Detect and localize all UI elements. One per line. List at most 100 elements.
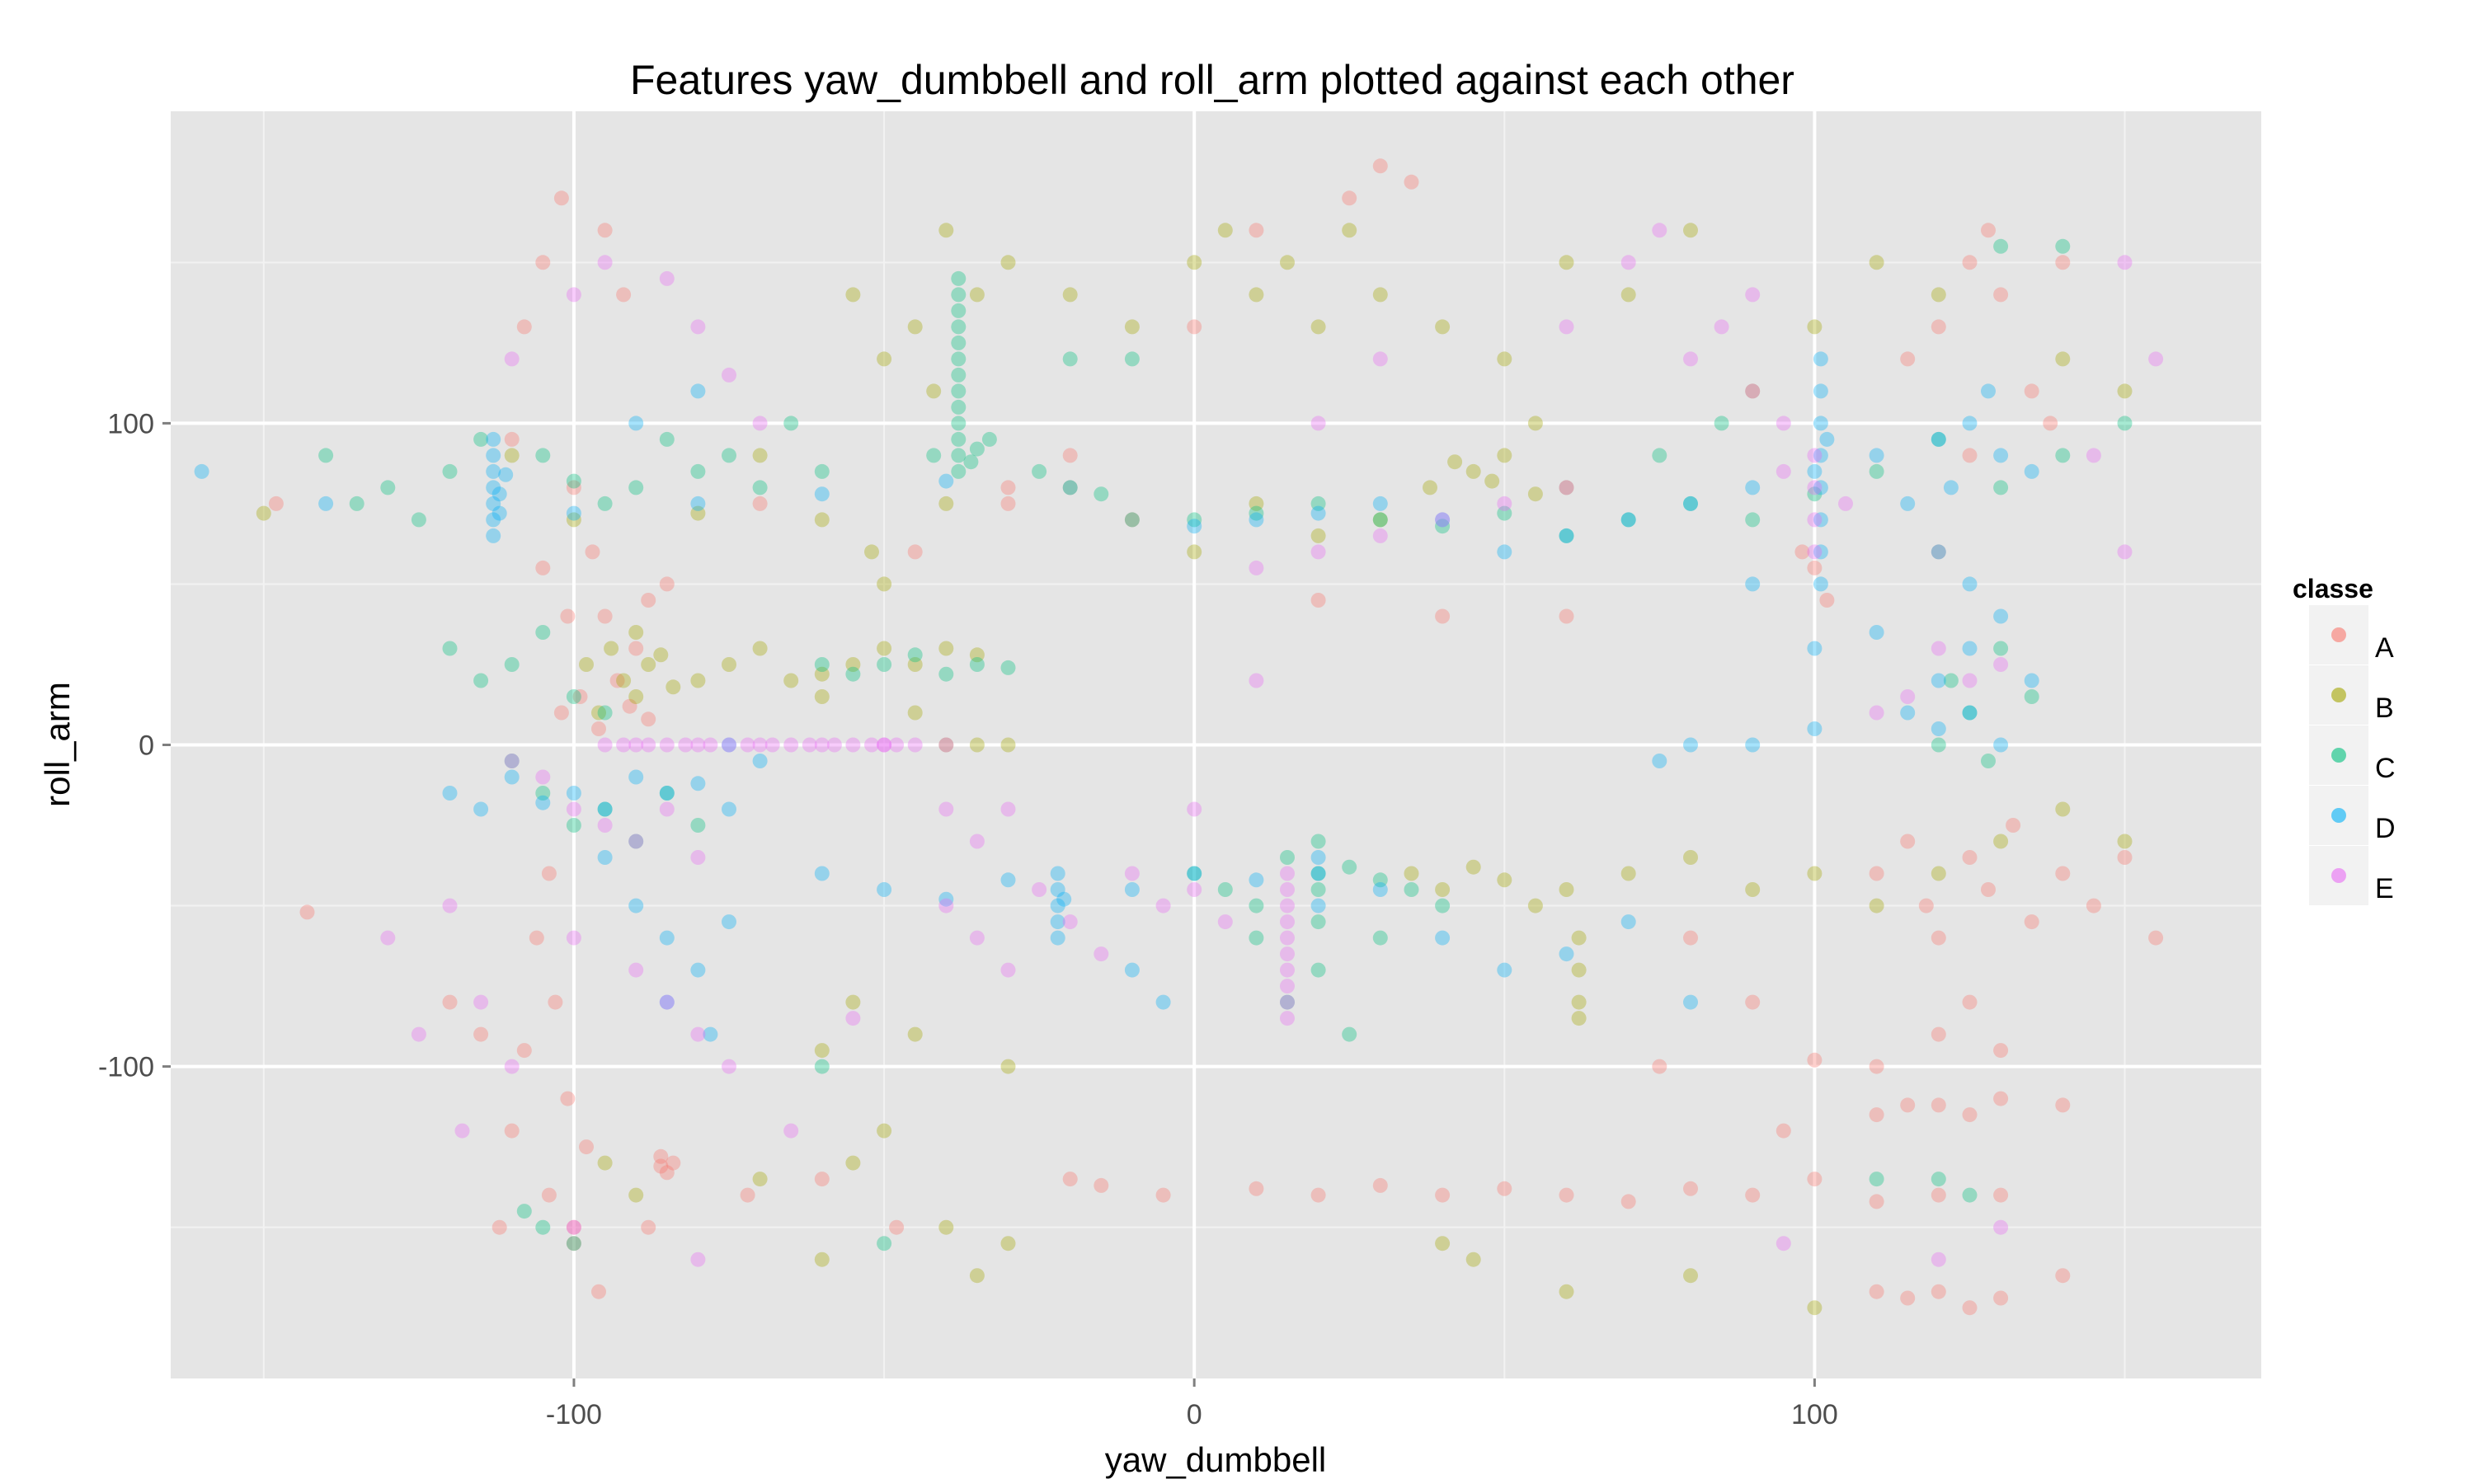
point-c xyxy=(845,666,861,682)
point-b xyxy=(690,505,706,521)
point-c xyxy=(566,473,581,489)
point-e xyxy=(969,834,985,849)
point-e xyxy=(1776,1236,1791,1252)
point-d xyxy=(1435,512,1451,528)
chart-title: Features yaw_dumbbell and roll_arm plott… xyxy=(630,57,1794,103)
point-d xyxy=(1813,544,1828,560)
point-c xyxy=(963,454,979,470)
point-d xyxy=(486,528,501,543)
point-a xyxy=(1310,593,1326,608)
point-a xyxy=(1962,1107,1978,1123)
point-d xyxy=(1310,866,1326,881)
point-b xyxy=(814,1043,830,1059)
point-e xyxy=(1280,994,1295,1010)
point-b xyxy=(628,1187,644,1203)
point-e xyxy=(1714,319,1729,335)
point-a xyxy=(1869,1194,1884,1209)
point-d xyxy=(1683,737,1698,753)
point-c xyxy=(1000,660,1016,675)
point-a xyxy=(566,1236,581,1252)
point-c xyxy=(1372,930,1388,946)
point-d xyxy=(535,795,551,810)
point-d xyxy=(1807,721,1823,736)
point-a xyxy=(516,1043,532,1059)
point-e xyxy=(740,737,755,753)
point-b xyxy=(566,512,581,528)
point-b xyxy=(926,383,942,399)
point-c xyxy=(814,1059,830,1074)
point-c xyxy=(1993,238,2009,254)
point-b xyxy=(2055,351,2071,367)
point-c xyxy=(2024,689,2039,704)
point-b xyxy=(938,223,954,238)
point-a xyxy=(1993,1290,2009,1306)
point-c xyxy=(1620,512,1636,528)
point-b xyxy=(1435,319,1451,335)
point-b xyxy=(1217,223,1233,238)
point-d xyxy=(1050,882,1065,897)
point-b xyxy=(1869,898,1884,913)
point-d xyxy=(877,882,892,897)
legend: classe A B C D E xyxy=(2293,574,2396,905)
point-d xyxy=(690,776,706,791)
point-b xyxy=(1447,454,1463,470)
point-e xyxy=(659,737,675,753)
point-d xyxy=(1807,641,1823,656)
point-d xyxy=(1962,641,1978,656)
point-b xyxy=(907,1026,923,1042)
point-c xyxy=(628,834,644,849)
point-d xyxy=(628,416,644,431)
point-c xyxy=(1032,463,1047,479)
legend-swatch-d xyxy=(2331,808,2346,823)
point-d xyxy=(1900,705,1916,721)
point-a xyxy=(1931,1284,1946,1299)
point-a xyxy=(641,1219,656,1235)
point-c xyxy=(1310,834,1326,849)
point-a xyxy=(591,721,606,736)
point-a xyxy=(2055,866,2071,881)
point-e xyxy=(845,1011,861,1026)
legend-keys xyxy=(2309,605,2368,905)
point-a xyxy=(1869,866,1884,881)
point-b xyxy=(938,1219,954,1235)
point-a xyxy=(666,1155,681,1171)
point-a xyxy=(1000,480,1016,495)
point-d xyxy=(1050,898,1065,913)
point-b xyxy=(864,544,879,560)
point-d xyxy=(1993,608,2009,624)
point-b xyxy=(1404,866,1419,881)
point-e xyxy=(2117,544,2133,560)
point-a xyxy=(1869,1107,1884,1123)
point-d xyxy=(1124,962,1140,978)
point-e xyxy=(659,270,675,286)
point-e xyxy=(802,737,817,753)
point-b xyxy=(1000,255,1016,270)
point-b xyxy=(1372,512,1388,528)
point-e xyxy=(783,737,799,753)
point-a xyxy=(1776,1123,1791,1139)
point-b xyxy=(938,495,954,511)
point-d xyxy=(486,495,501,511)
point-c xyxy=(1310,914,1326,930)
point-c xyxy=(2055,238,2071,254)
point-d xyxy=(1745,737,1761,753)
point-a xyxy=(740,1187,755,1203)
point-e xyxy=(597,818,613,833)
point-e xyxy=(1310,416,1326,431)
point-c xyxy=(877,657,892,672)
point-b xyxy=(1000,1059,1016,1074)
point-b xyxy=(845,994,861,1010)
point-b xyxy=(1310,319,1326,335)
point-b xyxy=(969,1268,985,1284)
point-d xyxy=(473,801,489,817)
point-e xyxy=(1745,383,1761,399)
point-c xyxy=(1094,486,1109,502)
point-e xyxy=(678,737,694,753)
point-d xyxy=(938,891,954,907)
point-a xyxy=(907,544,923,560)
point-d xyxy=(486,480,501,495)
point-e xyxy=(641,737,656,753)
point-c xyxy=(1310,866,1326,881)
point-a xyxy=(2055,255,2071,270)
point-c xyxy=(1372,512,1388,528)
